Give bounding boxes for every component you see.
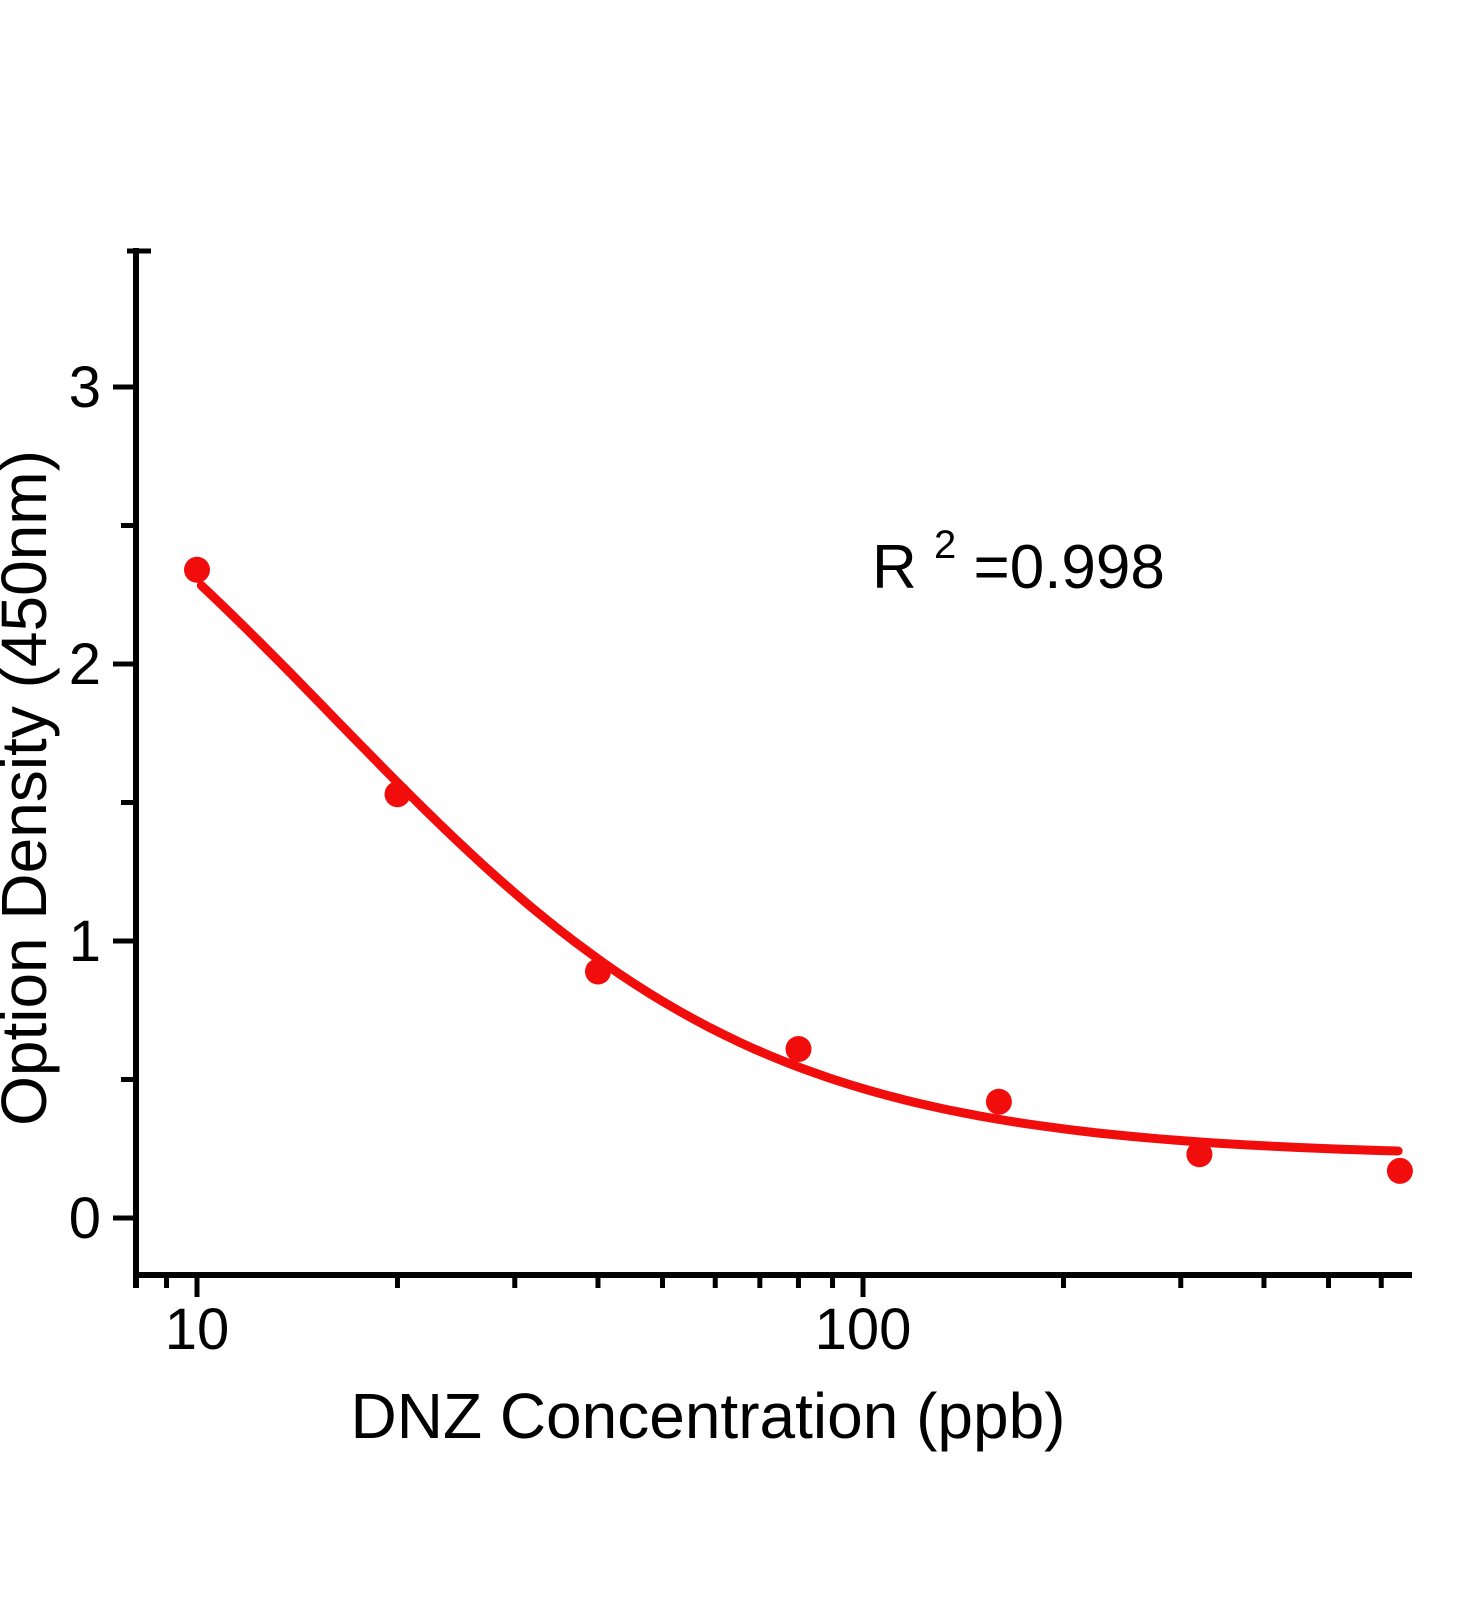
data-point	[985, 1088, 1012, 1115]
data-point	[1386, 1157, 1413, 1184]
x-tick-label: 10	[165, 1297, 230, 1362]
y-axis-title: Option Density (450nm)	[0, 450, 60, 1126]
y-tick-label: 2	[69, 632, 101, 697]
r-squared-superscript: 2	[934, 523, 956, 567]
x-axis-title: DNZ Concentration (ppb)	[351, 1380, 1066, 1452]
data-point	[184, 556, 210, 583]
y-tick-label: 0	[69, 1186, 101, 1251]
data-series	[184, 556, 1413, 1184]
y-tick-label: 1	[69, 909, 101, 974]
data-point	[585, 958, 611, 985]
data-point	[1186, 1141, 1213, 1168]
axes	[127, 248, 1412, 1288]
data-point	[384, 781, 411, 808]
r-squared-base: R	[872, 533, 917, 602]
tick-labels: 0 1 2 3 10 100	[69, 355, 912, 1362]
x-tick-label: 100	[815, 1297, 912, 1362]
axis-ticks	[113, 384, 1384, 1297]
fit-curve	[196, 580, 1403, 1156]
data-point	[785, 1036, 812, 1062]
r-squared-annotation: R 2 =0.998	[872, 503, 1165, 602]
y-tick-label: 3	[69, 355, 101, 420]
r-squared-value: =0.998	[974, 533, 1165, 602]
